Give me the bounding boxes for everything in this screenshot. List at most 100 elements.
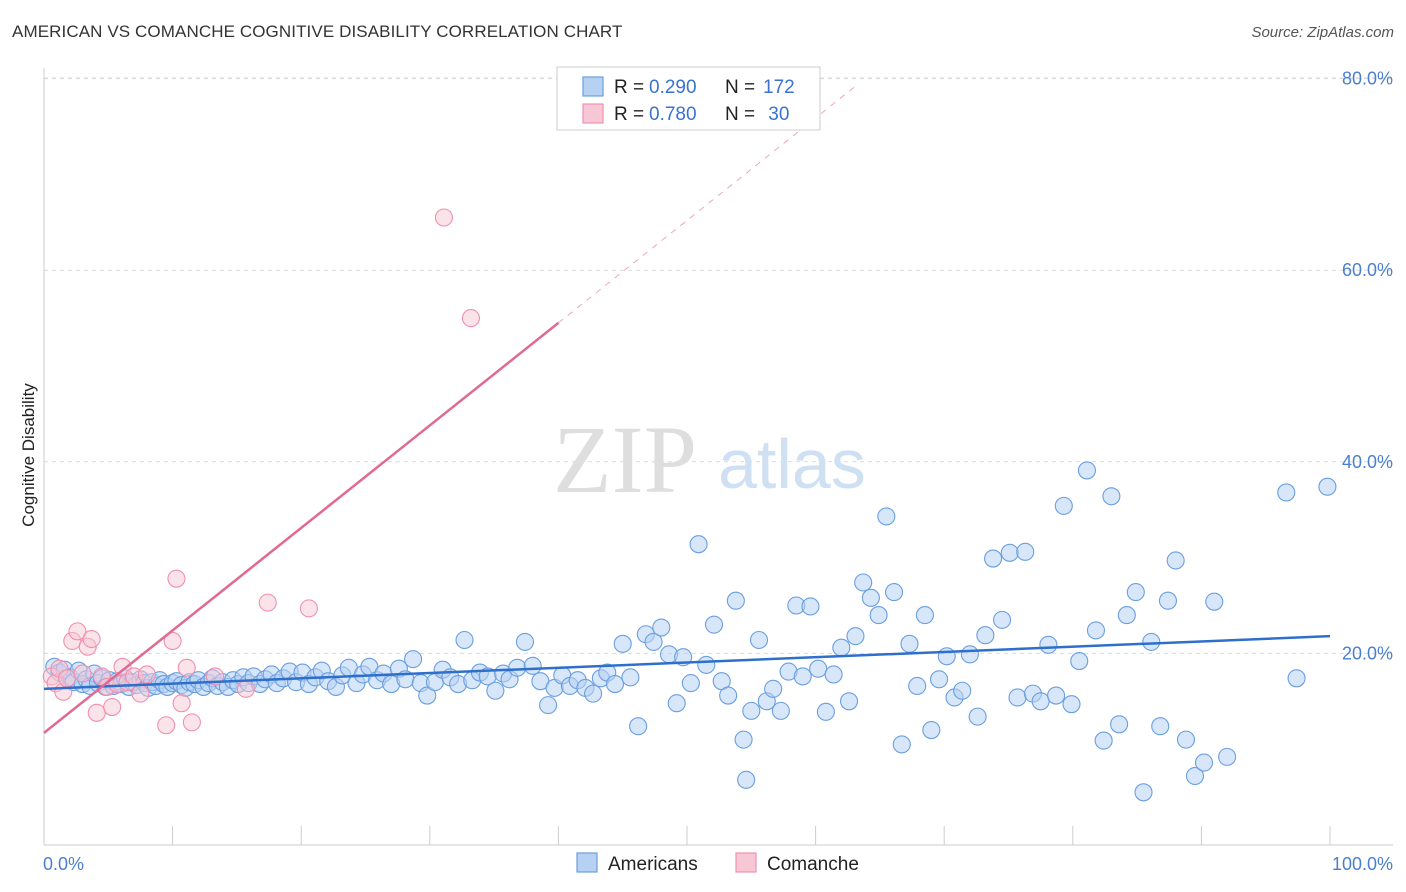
comanche-point-28 xyxy=(258,593,277,612)
americans-point-110 xyxy=(704,615,724,634)
comanche-point-25 xyxy=(182,713,201,732)
americans-point-123 xyxy=(793,667,812,686)
americans-point-97 xyxy=(605,675,625,694)
comanche-point-31 xyxy=(461,309,481,328)
americans-point-179 xyxy=(1318,477,1337,496)
americans-point-171 xyxy=(1166,551,1185,570)
americans-point-145 xyxy=(960,645,979,664)
americans-point-137 xyxy=(900,634,919,653)
y-tick-label-3: 80.0% xyxy=(1342,69,1393,89)
americans-point-155 xyxy=(1039,635,1058,654)
americans-trend-line xyxy=(43,634,1331,691)
americans-point-170 xyxy=(1158,591,1178,610)
americans-point-176 xyxy=(1218,747,1237,766)
americans-point-178 xyxy=(1287,669,1306,688)
americans-point-167 xyxy=(1134,783,1153,802)
americans-point-166 xyxy=(1126,583,1145,602)
americans-point-140 xyxy=(922,720,941,740)
americans-point-152 xyxy=(1016,542,1035,561)
legend-n-label-comanche: N = xyxy=(725,104,755,125)
americans-point-100 xyxy=(629,717,648,736)
comanche-point-24 xyxy=(177,658,196,677)
americans-point-98 xyxy=(613,634,632,653)
x-tick-label-max: 100.0% xyxy=(1332,854,1393,874)
americans-point-124 xyxy=(801,597,820,616)
legend-bottom-swatch-americans xyxy=(576,852,598,873)
americans-point-109 xyxy=(697,655,716,674)
comanche-point-9 xyxy=(82,629,101,649)
americans-point-125 xyxy=(809,659,828,678)
americans-point-149 xyxy=(993,610,1012,629)
americans-point-114 xyxy=(734,730,753,749)
comanche-point-21 xyxy=(163,631,182,650)
legend-bottom-label-comanche: Comanche xyxy=(767,854,859,875)
americans-point-169 xyxy=(1151,717,1170,736)
americans-point-102 xyxy=(644,632,663,651)
y-tick-label-0: 20.0% xyxy=(1342,643,1393,663)
americans-point-132 xyxy=(861,588,880,607)
x-tick-label-min: 0.0% xyxy=(43,854,84,874)
y-tick-labels: 20.0% 40.0% 60.0% 80.0% xyxy=(1342,69,1393,664)
comanche-point-6 xyxy=(68,622,87,641)
americans-point-128 xyxy=(832,638,851,657)
legend-swatch-comanche xyxy=(582,103,604,124)
americans-point-105 xyxy=(667,694,686,713)
comanche-point-22 xyxy=(167,569,186,588)
legend-n-value-comanche: 30 xyxy=(763,104,789,125)
americans-point-131 xyxy=(854,573,873,592)
chart-title: AMERICAN VS COMANCHE COGNITIVE DISABILIT… xyxy=(12,22,623,41)
americans-point-126 xyxy=(816,702,835,721)
comanche-trend-line xyxy=(43,321,560,734)
chart-source: Source: ZipAtlas.com xyxy=(1251,24,1394,41)
comanche-point-29 xyxy=(299,599,318,618)
americans-point-160 xyxy=(1077,461,1096,480)
americans-point-175 xyxy=(1205,592,1224,611)
watermark-atlas: atlas xyxy=(718,425,866,503)
comanche-point-23 xyxy=(172,694,191,713)
comanche-point-19 xyxy=(137,665,156,684)
americans-point-112 xyxy=(719,686,738,705)
grid xyxy=(44,77,1393,654)
comanche-point-27 xyxy=(236,679,255,698)
americans-point-81 xyxy=(486,681,505,700)
americans-point-134 xyxy=(877,507,896,526)
americans-point-173 xyxy=(1185,766,1205,786)
americans-point-85 xyxy=(515,632,535,651)
y-tick-label-2: 60.0% xyxy=(1342,260,1393,280)
legend-r-label-comanche: R = xyxy=(614,104,644,125)
legend-bottom: Americans Comanche xyxy=(576,852,859,875)
americans-point-142 xyxy=(937,647,956,666)
americans-point-115 xyxy=(737,770,756,789)
legend-bottom-label-americans: Americans xyxy=(608,854,698,875)
legend-swatch-americans xyxy=(582,76,604,97)
americans-point-72 xyxy=(418,686,437,705)
americans-point-129 xyxy=(839,692,859,711)
legend-r-value-americans: 0.290 xyxy=(649,77,697,98)
watermark: ZIP atlas xyxy=(553,406,866,513)
americans-point-119 xyxy=(764,679,783,698)
americans-point-177 xyxy=(1277,483,1296,502)
americans-point-154 xyxy=(1031,692,1050,711)
americans-point-116 xyxy=(742,701,761,720)
legend-n-label-americans: N = xyxy=(725,77,755,98)
legend-top: R = 0.290 N = 172 R = 0.780 N = 30 xyxy=(556,66,821,131)
comanche-point-7 xyxy=(73,664,92,683)
comanche-point-20 xyxy=(157,716,176,735)
americans-point-151 xyxy=(1008,688,1027,707)
americans-point-133 xyxy=(869,606,888,625)
americans-point-164 xyxy=(1110,715,1129,734)
comanche-point-30 xyxy=(434,208,453,227)
americans-point-172 xyxy=(1176,730,1196,749)
americans-point-144 xyxy=(953,681,972,700)
americans-point-99 xyxy=(621,668,640,687)
americans-point-127 xyxy=(824,665,843,684)
americans-point-120 xyxy=(771,701,790,720)
americans-point-158 xyxy=(1062,695,1081,714)
americans-point-159 xyxy=(1070,652,1089,671)
y-tick-label-1: 40.0% xyxy=(1342,452,1393,472)
americans-point-138 xyxy=(908,676,927,696)
legend-r-label-americans: R = xyxy=(614,77,644,98)
americans-point-88 xyxy=(539,696,558,715)
americans-point-165 xyxy=(1117,606,1136,625)
